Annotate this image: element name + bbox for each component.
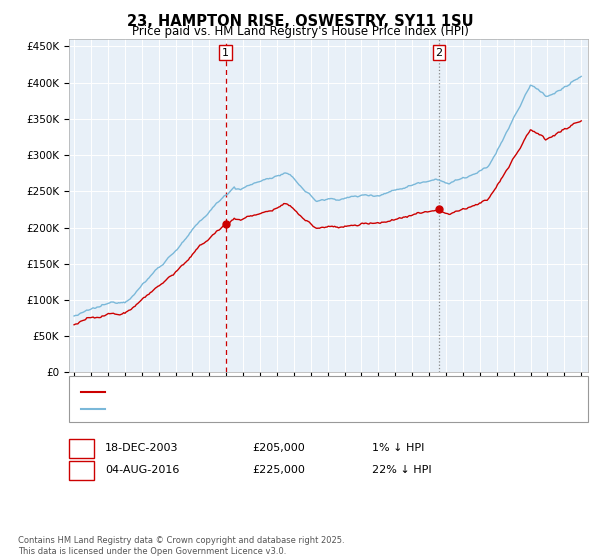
Text: 2: 2	[78, 465, 85, 475]
Text: 23, HAMPTON RISE, OSWESTRY, SY11 1SU: 23, HAMPTON RISE, OSWESTRY, SY11 1SU	[127, 14, 473, 29]
Text: 1: 1	[222, 48, 229, 58]
Text: 1: 1	[78, 443, 85, 453]
Text: £225,000: £225,000	[252, 465, 305, 475]
Text: 18-DEC-2003: 18-DEC-2003	[105, 443, 179, 453]
Text: HPI: Average price, detached house, Shropshire: HPI: Average price, detached house, Shro…	[108, 404, 357, 414]
Text: 1% ↓ HPI: 1% ↓ HPI	[372, 443, 424, 453]
Text: Contains HM Land Registry data © Crown copyright and database right 2025.
This d: Contains HM Land Registry data © Crown c…	[18, 536, 344, 556]
Text: 23, HAMPTON RISE, OSWESTRY, SY11 1SU (detached house): 23, HAMPTON RISE, OSWESTRY, SY11 1SU (de…	[108, 387, 422, 397]
Text: Price paid vs. HM Land Registry's House Price Index (HPI): Price paid vs. HM Land Registry's House …	[131, 25, 469, 38]
Text: 04-AUG-2016: 04-AUG-2016	[105, 465, 179, 475]
Text: 22% ↓ HPI: 22% ↓ HPI	[372, 465, 431, 475]
Text: £205,000: £205,000	[252, 443, 305, 453]
Text: 2: 2	[436, 48, 442, 58]
